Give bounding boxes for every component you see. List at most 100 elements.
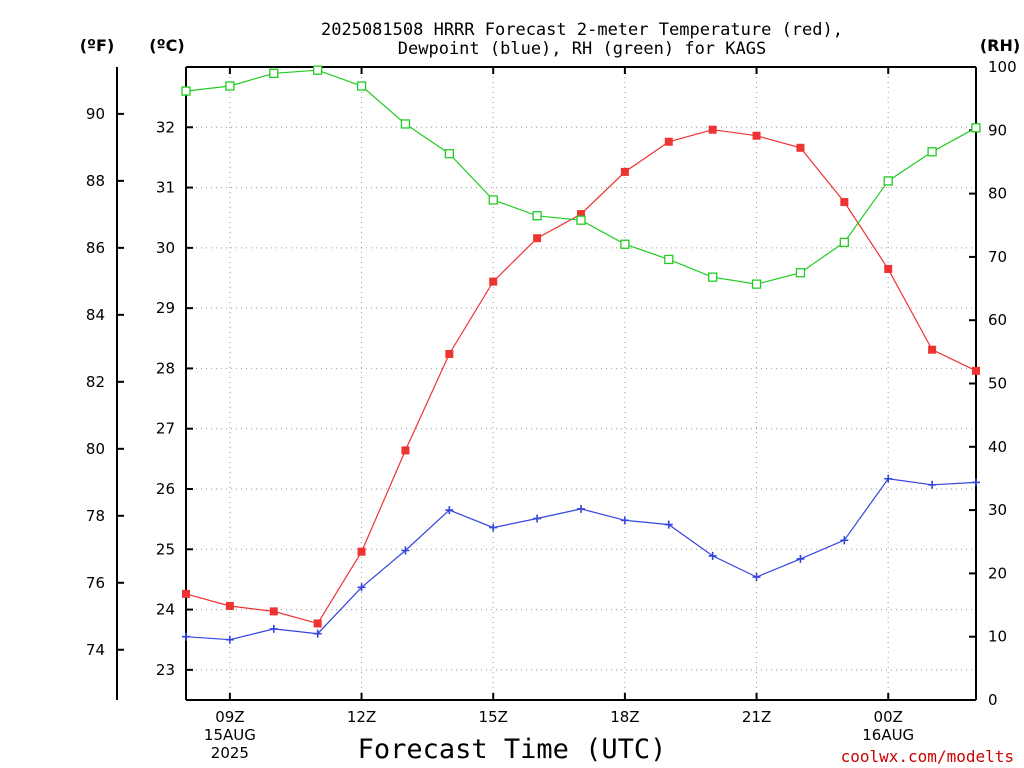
temperature-point [928,345,937,354]
rh-tick-label: 50 [988,375,1007,393]
temperature-point [182,589,190,598]
temperature-point [225,601,234,610]
rh-point [488,195,498,205]
rh-point [576,215,586,225]
temperature-point [401,446,410,455]
temperature-point [884,264,893,273]
rh-point [356,81,367,91]
x-tick-label: 12Z [347,708,376,726]
x-tick-label: 15AUG [204,726,256,744]
dewpoint-point [972,478,980,487]
rh-point [883,176,893,186]
temperature-point [577,210,585,219]
rh-point [225,81,235,91]
rh-tick-label: 10 [988,628,1007,646]
celsius-tick-label: 32 [156,118,175,136]
temperature-point [620,167,629,176]
celsius-tick-label: 27 [156,420,175,438]
rh-point [664,254,674,265]
dewpoint-point [489,523,498,532]
rh-point [532,211,542,221]
dewpoint-point [708,551,717,560]
data-series [181,65,981,644]
chart-title-line-1: 2025081508 HRRR Forecast 2-meter Tempera… [321,20,843,40]
temperature-point [708,125,717,134]
rh-tick-label: 40 [988,438,1007,456]
temperature-point [489,277,498,286]
fahrenheit-unit-label: (ºF) [80,36,115,55]
rh-unit-label: (RH) [980,36,1020,55]
celsius-tick-label: 28 [156,359,175,377]
fahrenheit-tick-label: 80 [86,440,105,458]
dewpoint-point [445,506,454,515]
rh-tick-label: 60 [988,311,1007,329]
temperature-point [533,234,542,243]
rh-point [181,86,191,96]
dewpoint-point [225,635,234,644]
dewpoint-point [796,554,805,563]
x-tick-label: 2025 [211,744,249,762]
temperature-point [313,619,322,628]
fahrenheit-tick-label: 78 [86,507,105,525]
temperature-point [664,137,673,146]
rh-point [313,65,323,75]
rh-tick-label: 0 [988,691,998,709]
chart-title: 2025081508 HRRR Forecast 2-meter Tempera… [321,20,843,59]
dewpoint-point [269,624,278,633]
rh-line [185,69,977,285]
rh-point [400,119,411,129]
fahrenheit-tick-label: 86 [86,239,105,257]
temperature-point [357,547,366,556]
axes: 23 24 25 26 27 28 29 30 31 32 74 76 78 80 82 84 86 88 90 0 1… [86,58,1017,709]
x-tick-label: 00Z [874,708,903,726]
dewpoint-point [620,516,629,525]
dewpoint-point [840,536,849,545]
rh-point [927,147,937,157]
celsius-tick-label: 23 [156,661,175,679]
celsius-tick-label: 24 [156,601,175,619]
rh-point [971,123,981,133]
x-tick-label: 18Z [610,708,639,726]
dewpoint-point [928,480,937,489]
dewpoint-point [182,632,190,641]
fahrenheit-tick-label: 74 [86,641,105,659]
rh-tick-label: 20 [988,564,1007,582]
temperature-point [796,143,805,152]
dewpoint-point [313,629,322,638]
rh-point [795,268,806,278]
rh-tick-label: 100 [988,58,1017,76]
temperature-point [840,198,849,207]
temperature-point [972,366,980,375]
x-tick-label: 15Z [479,708,508,726]
rh-tick-label: 90 [988,121,1007,139]
fahrenheit-tick-label: 84 [86,306,105,324]
celsius-tick-label: 31 [156,179,175,197]
celsius-unit-label: (ºC) [149,36,184,55]
x-tick-label: 09Z [215,708,244,726]
temperature-point [269,607,278,616]
rh-point [444,149,454,159]
x-tick-label: 21Z [742,708,771,726]
dewpoint-point [577,504,585,513]
temperature-point [752,131,761,140]
chart-title-line-2: Dewpoint (blue), RH (green) for KAGS [398,39,766,59]
temperature-point [445,349,454,358]
credit-text: coolwx.com/modelts [841,747,1014,766]
rh-series [181,65,981,289]
fahrenheit-tick-label: 88 [86,172,105,190]
celsius-tick-label: 25 [156,540,175,558]
dewpoint-line [185,478,977,641]
grid-lines [186,67,976,700]
temperature-series [182,125,980,628]
celsius-tick-label: 26 [156,480,175,498]
rh-point [708,272,718,282]
celsius-tick-label: 30 [156,239,175,257]
x-tick-label: 16AUG [862,726,914,744]
rh-point [839,237,849,247]
rh-tick-label: 30 [988,501,1007,519]
fahrenheit-tick-label: 90 [86,105,105,123]
dewpoint-point [533,514,542,523]
rh-point [620,239,630,249]
